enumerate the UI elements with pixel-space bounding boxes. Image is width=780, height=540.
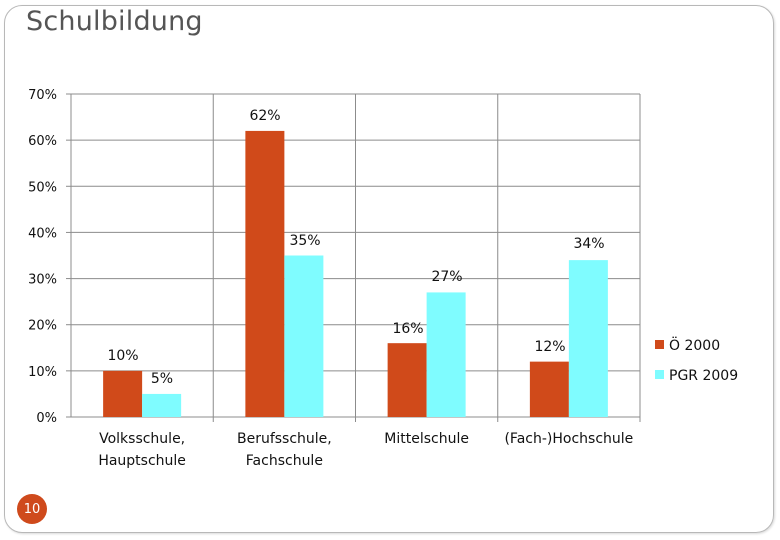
data-label: 34% [573, 236, 604, 252]
bar-pgr2009 [142, 393, 182, 417]
data-label: 27% [431, 269, 462, 285]
bar-oe2000 [387, 343, 427, 417]
bar-pgr2009 [426, 292, 466, 417]
legend-swatch [655, 340, 664, 349]
legend-label: Ö 2000 [669, 336, 720, 354]
data-label: 35% [289, 233, 320, 249]
data-label: 10% [107, 348, 138, 364]
y-tick-label: 10% [28, 365, 57, 380]
legend-swatch [655, 370, 664, 379]
category-label: Berufsschule, [237, 431, 332, 447]
category-label: Volksschule, [99, 431, 185, 447]
data-label: 5% [151, 371, 173, 387]
legend-label: PGR 2009 [669, 368, 738, 384]
y-tick-label: 50% [28, 180, 57, 195]
category-label: Fachschule [246, 453, 323, 469]
bar-oe2000 [103, 370, 143, 417]
y-tick-label: 20% [28, 319, 57, 334]
data-label: 16% [392, 321, 423, 337]
y-tick-label: 60% [28, 134, 57, 149]
y-tick-label: 70% [28, 88, 57, 103]
y-tick-label: 40% [28, 226, 57, 241]
bar-pgr2009 [568, 260, 608, 417]
page-number-badge: 10 [17, 494, 47, 524]
y-tick-label: 30% [28, 273, 57, 288]
y-tick-label: 0% [36, 411, 57, 426]
category-label: Mittelschule [384, 431, 469, 447]
data-label: 12% [534, 339, 565, 355]
data-label: 62% [249, 108, 280, 124]
slide-title: Schulbildung [26, 6, 203, 37]
category-label: (Fach-)Hochschule [504, 431, 633, 447]
bar-oe2000 [245, 130, 285, 417]
category-label: Hauptschule [98, 453, 186, 469]
slide-frame [4, 5, 774, 533]
bar-pgr2009 [284, 255, 324, 417]
bar-oe2000 [529, 361, 569, 417]
